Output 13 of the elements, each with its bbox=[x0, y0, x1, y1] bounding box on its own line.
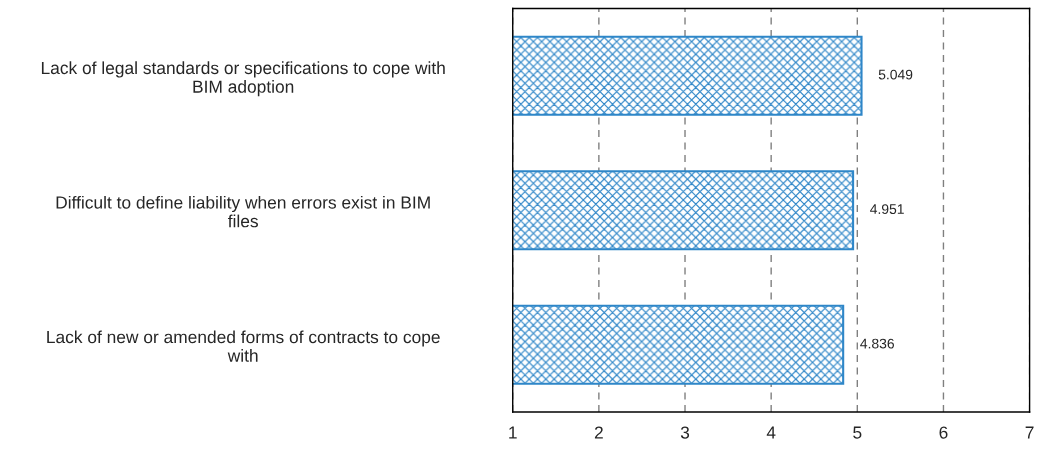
y-tick-label: Difficult to define liability when errors exist in BIM files bbox=[56, 195, 430, 228]
x-tick-label: 1 bbox=[509, 426, 517, 439]
x-tick-label: 2 bbox=[594, 426, 603, 439]
x-tick-label: 7 bbox=[1025, 426, 1034, 439]
y-tick-label: Lack of new or amended forms of contracts to cope with bbox=[47, 330, 440, 362]
y-tick-label: Lack of legal standards or specifications to cope with BIM adoption bbox=[41, 61, 445, 97]
data-label: 4.951 bbox=[870, 204, 904, 214]
data-label: 4.836 bbox=[860, 338, 894, 349]
data-label: 5.049 bbox=[878, 69, 913, 80]
x-tick-label: 3 bbox=[680, 426, 690, 439]
x-tick-label: 6 bbox=[939, 426, 948, 439]
x-tick-label: 5 bbox=[853, 426, 862, 439]
x-tick-label: 4 bbox=[766, 426, 776, 439]
